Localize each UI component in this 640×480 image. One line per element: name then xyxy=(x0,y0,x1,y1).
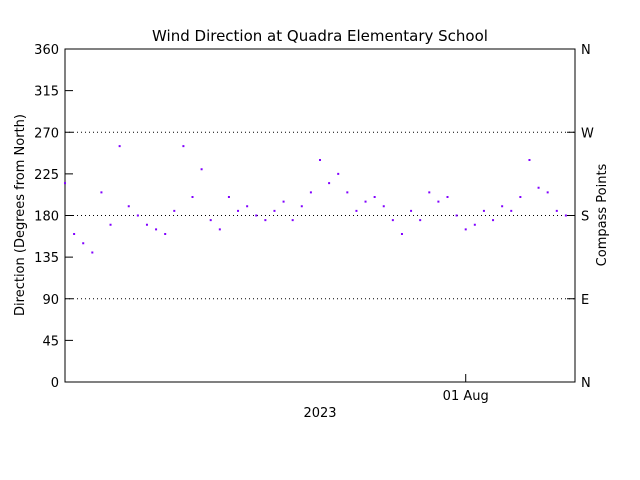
data-point xyxy=(473,223,476,226)
data-point xyxy=(382,205,385,208)
data-point xyxy=(510,209,513,212)
data-point xyxy=(145,223,148,226)
data-point xyxy=(337,172,340,175)
y2-axis-ticks: N E S W N xyxy=(567,43,594,391)
data-point xyxy=(227,196,230,198)
y-tick-label: 180 xyxy=(34,210,59,225)
data-point xyxy=(109,223,112,226)
data-point xyxy=(218,228,221,231)
data-point xyxy=(355,209,358,212)
data-point xyxy=(264,219,267,222)
data-point xyxy=(537,186,540,189)
y-tick-label: 315 xyxy=(34,85,59,100)
data-point xyxy=(428,191,431,194)
data-point xyxy=(564,214,567,217)
y-tick-label: 360 xyxy=(34,43,59,58)
y-axis-ticks: 0 45 90 135 180 225 270 315 360 xyxy=(34,43,73,391)
data-point xyxy=(309,191,312,194)
x-axis-ticks: 01 Aug xyxy=(443,374,489,404)
data-point xyxy=(82,242,85,245)
data-point xyxy=(246,205,249,208)
data-point xyxy=(346,191,349,194)
data-point xyxy=(282,200,285,203)
data-point xyxy=(237,209,240,212)
data-point xyxy=(136,214,139,217)
data-point xyxy=(191,196,194,198)
y-tick-label: 225 xyxy=(34,168,59,183)
data-point xyxy=(391,219,394,222)
data-point xyxy=(464,228,467,231)
y-tick-label: 135 xyxy=(34,251,59,266)
data-point xyxy=(437,200,440,203)
data-point xyxy=(91,251,94,254)
data-point xyxy=(528,159,531,161)
y2-axis-label: Compass Points xyxy=(595,163,610,266)
data-point xyxy=(73,233,76,235)
y2-tick-label: N xyxy=(581,376,591,391)
data-point xyxy=(555,209,558,212)
data-point xyxy=(519,196,522,198)
data-point xyxy=(410,209,413,212)
data-point xyxy=(200,168,203,171)
data-point xyxy=(328,182,331,185)
data-points xyxy=(64,145,567,254)
data-point xyxy=(127,205,130,208)
data-point xyxy=(546,191,549,194)
data-point xyxy=(300,205,303,208)
chart-title: Wind Direction at Quadra Elementary Scho… xyxy=(152,27,488,45)
y2-tick-label: N xyxy=(581,43,591,58)
data-point xyxy=(209,219,212,222)
data-point xyxy=(482,209,485,212)
data-point xyxy=(364,200,367,203)
data-point xyxy=(273,209,276,212)
data-point xyxy=(446,196,449,198)
data-point xyxy=(492,219,495,222)
data-point xyxy=(291,219,294,222)
y2-tick-label: E xyxy=(581,293,589,308)
y2-tick-label: W xyxy=(581,126,594,141)
data-point xyxy=(182,145,185,148)
y-axis-label: Direction (Degrees from North) xyxy=(13,114,28,316)
y-tick-label: 90 xyxy=(42,293,59,308)
x-tick-label: 01 Aug xyxy=(443,389,489,404)
x-axis-label: 2023 xyxy=(303,406,336,421)
data-point xyxy=(373,196,376,198)
data-point xyxy=(100,191,103,194)
y-tick-label: 45 xyxy=(42,334,59,349)
data-point xyxy=(419,219,422,222)
data-point xyxy=(164,233,167,235)
y-tick-label: 270 xyxy=(34,126,59,141)
y-tick-label: 0 xyxy=(51,376,59,391)
data-point xyxy=(64,182,66,185)
data-point xyxy=(501,205,504,208)
data-point xyxy=(400,233,403,235)
data-point xyxy=(255,214,258,217)
y2-tick-label: S xyxy=(581,210,589,225)
data-point xyxy=(319,159,321,161)
data-point xyxy=(455,214,458,217)
reference-lines xyxy=(65,131,575,300)
data-point xyxy=(155,228,158,231)
data-point xyxy=(118,145,121,148)
data-point xyxy=(173,209,176,212)
